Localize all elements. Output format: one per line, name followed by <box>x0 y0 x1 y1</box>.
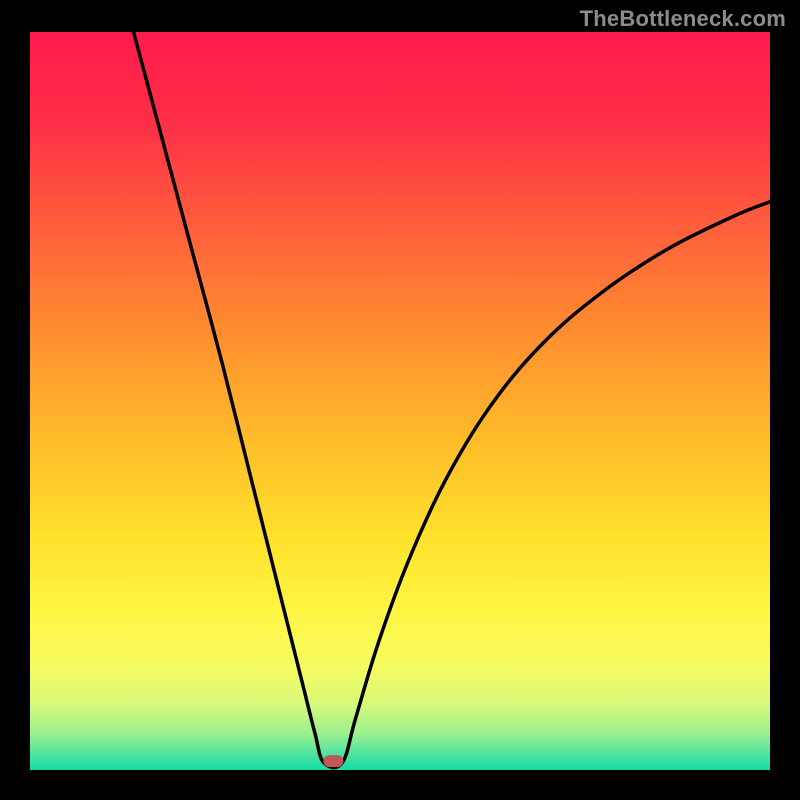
plot-area <box>30 32 770 770</box>
chart-frame: TheBottleneck.com <box>0 0 800 800</box>
minimum-marker <box>324 755 343 767</box>
watermark-text: TheBottleneck.com <box>580 6 786 32</box>
bottleneck-curve <box>30 32 770 770</box>
